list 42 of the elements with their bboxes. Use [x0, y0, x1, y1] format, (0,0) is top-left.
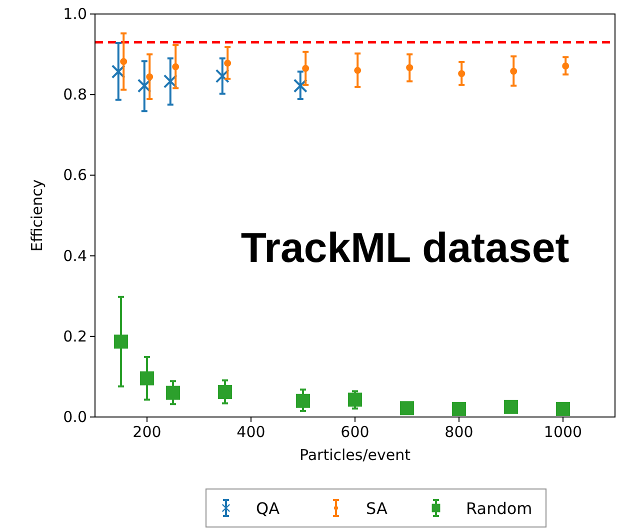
point [400, 401, 414, 416]
point [166, 386, 180, 400]
point [348, 392, 362, 407]
point [458, 70, 466, 78]
x-tick-label: 800 [444, 423, 474, 441]
point [302, 64, 310, 72]
point [114, 334, 128, 349]
point [120, 58, 128, 66]
point [224, 60, 232, 67]
point [452, 402, 466, 416]
point [556, 402, 570, 416]
point [137, 78, 152, 93]
y-tick-label: 0.0 [63, 408, 87, 426]
point [146, 73, 154, 80]
point [504, 400, 518, 414]
point [406, 64, 414, 72]
point [293, 78, 308, 93]
point [172, 63, 180, 70]
x-tick-label: 200 [132, 423, 162, 441]
x-tick-label: 600 [340, 423, 370, 441]
point [215, 69, 230, 84]
point [163, 74, 178, 88]
x-tick-label: 400 [236, 423, 266, 441]
point [510, 68, 518, 75]
legend-label: SA [366, 499, 388, 518]
point [140, 371, 154, 386]
y-tick-label: 0.6 [63, 166, 87, 184]
x-tick-label: 1000 [544, 423, 582, 441]
y-tick-label: 0.4 [63, 246, 87, 265]
y-tick-label: 0.2 [63, 327, 87, 346]
x-axis-title: Particles/event [299, 446, 411, 464]
point [218, 385, 232, 400]
y-axis-title: Efficiency [28, 179, 46, 252]
point [562, 62, 570, 70]
legend-label: QA [256, 499, 280, 518]
point [354, 66, 362, 74]
legend-label: Random [466, 499, 532, 518]
point [111, 64, 126, 79]
annotation: TrackML dataset [240, 224, 570, 271]
y-tick-label: 1.0 [63, 5, 87, 23]
point [296, 394, 310, 408]
y-tick-label: 0.8 [63, 86, 87, 104]
